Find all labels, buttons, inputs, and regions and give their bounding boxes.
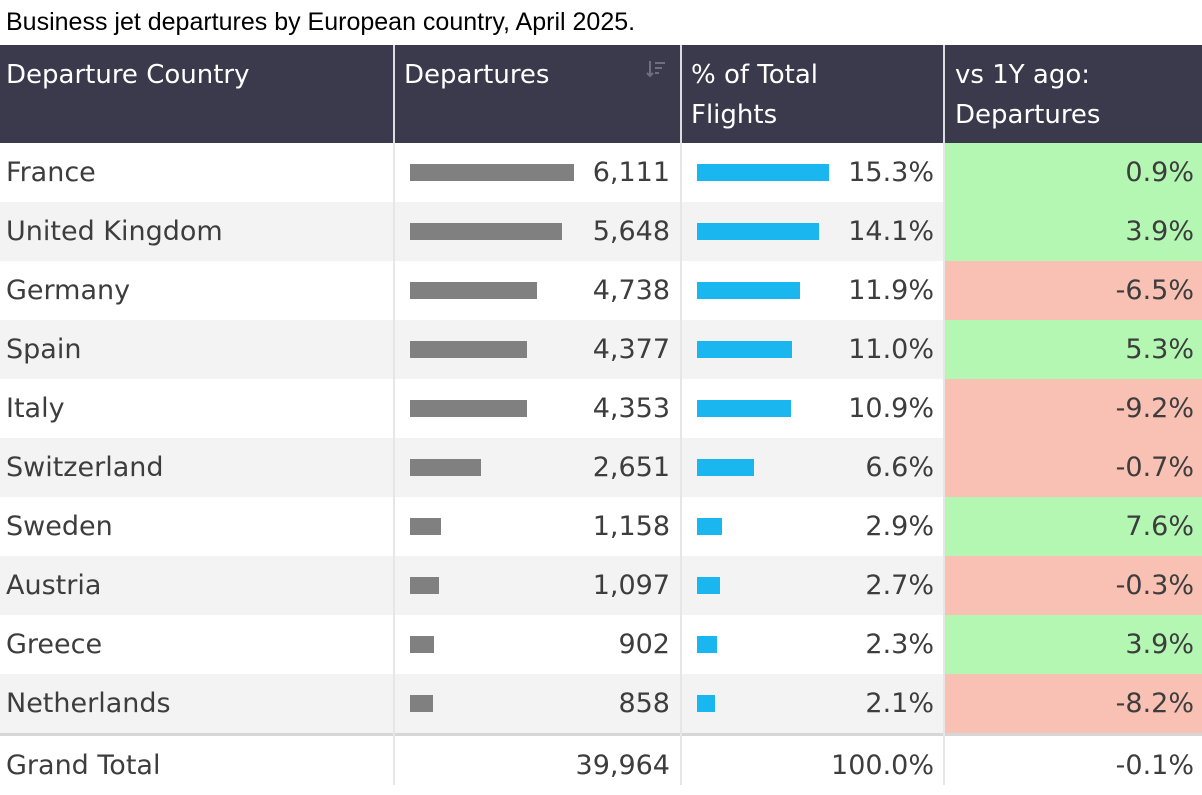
departures-bar [410, 459, 482, 476]
table-row: Italy 4,353 10.9% -9.2% [0, 379, 1202, 438]
table-row: Spain 4,377 11.0% 5.3% [0, 320, 1202, 379]
chart-title: Business jet departures by European coun… [6, 8, 636, 36]
country-name: Germany [6, 275, 131, 306]
grand-total-departures: 39,964 [575, 750, 670, 781]
share-value: 15.3% [848, 157, 934, 188]
share-bar [697, 636, 717, 653]
country-name: Austria [6, 570, 102, 601]
header-divider [680, 45, 682, 143]
header-departures[interactable]: Departures [404, 45, 674, 143]
share-value: 14.1% [848, 216, 934, 247]
departures-bar [410, 164, 574, 181]
departures-bar [410, 223, 562, 240]
total-divider [0, 733, 1202, 736]
share-bar [697, 341, 792, 358]
column-divider [680, 143, 682, 785]
share-value: 2.7% [865, 570, 934, 601]
country-name: Sweden [6, 511, 113, 542]
departures-value: 2,651 [592, 452, 670, 483]
share-value: 6.6% [865, 452, 934, 483]
grand-total-yoy: -0.1% [1115, 750, 1194, 781]
share-bar [697, 518, 723, 535]
departures-value: 4,353 [592, 393, 670, 424]
country-name: Italy [6, 393, 65, 424]
column-divider [943, 143, 945, 785]
share-bar [697, 282, 800, 299]
departures-value: 858 [618, 688, 670, 719]
departures-value: 1,097 [592, 570, 670, 601]
header-departure-country-label: Departure Country [6, 60, 250, 90]
table-row: Netherlands 858 2.1% -8.2% [0, 674, 1202, 733]
country-name: Switzerland [6, 452, 164, 483]
share-value: 2.3% [865, 629, 934, 660]
share-bar [697, 459, 754, 476]
yoy-change-value: 3.9% [945, 202, 1202, 261]
departures-table: Departure Country Departures % of Total … [0, 45, 1202, 795]
country-name: United Kingdom [6, 216, 223, 247]
departures-bar [410, 400, 527, 417]
share-bar [697, 400, 792, 417]
share-bar [697, 223, 819, 240]
departures-value: 6,111 [592, 157, 670, 188]
table-row: Germany 4,738 11.9% -6.5% [0, 261, 1202, 320]
share-value: 10.9% [848, 393, 934, 424]
header-yoy[interactable]: vs 1Y ago: Departures [955, 45, 1200, 143]
header-yoy-label: vs 1Y ago: Departures [955, 60, 1101, 130]
table-row: United Kingdom 5,648 14.1% 3.9% [0, 202, 1202, 261]
yoy-change-value: -0.7% [945, 438, 1202, 497]
table-row: Switzerland 2,651 6.6% -0.7% [0, 438, 1202, 497]
country-name: France [6, 157, 96, 188]
country-name: Netherlands [6, 688, 171, 719]
yoy-change-value: -0.3% [945, 556, 1202, 615]
departures-bar [410, 282, 538, 299]
table-row: Austria 1,097 2.7% -0.3% [0, 556, 1202, 615]
departures-bar [410, 636, 435, 653]
country-name: Greece [6, 629, 103, 660]
header-share-label: % of Total Flights [691, 60, 819, 130]
table-row: Greece 902 2.3% 3.9% [0, 615, 1202, 674]
departures-value: 902 [618, 629, 670, 660]
share-bar [697, 164, 829, 181]
share-value: 2.1% [865, 688, 934, 719]
departures-bar [410, 518, 442, 535]
sort-icon[interactable] [644, 57, 668, 81]
departures-value: 4,738 [592, 275, 670, 306]
departures-bar [410, 577, 440, 594]
country-name: Spain [6, 334, 82, 365]
grand-total-share: 100.0% [831, 750, 934, 781]
departures-value: 1,158 [592, 511, 670, 542]
share-value: 11.0% [848, 334, 934, 365]
departures-bar [410, 341, 528, 358]
share-value: 2.9% [865, 511, 934, 542]
header-share[interactable]: % of Total Flights [691, 45, 941, 143]
header-departure-country[interactable]: Departure Country [6, 45, 386, 143]
table-row: France 6,111 15.3% 0.9% [0, 143, 1202, 202]
table-header: Departure Country Departures % of Total … [0, 45, 1202, 143]
share-bar [697, 577, 721, 594]
yoy-change-value: -6.5% [945, 261, 1202, 320]
header-divider [393, 45, 395, 143]
header-divider [943, 45, 945, 143]
yoy-change-value: 0.9% [945, 143, 1202, 202]
departures-bar [410, 695, 434, 712]
departures-value: 5,648 [592, 216, 670, 247]
column-divider [393, 143, 395, 785]
yoy-change-value: 5.3% [945, 320, 1202, 379]
table-row: Sweden 1,158 2.9% 7.6% [0, 497, 1202, 556]
yoy-change-value: -9.2% [945, 379, 1202, 438]
yoy-change-value: -8.2% [945, 674, 1202, 733]
share-bar [697, 695, 716, 712]
yoy-change-value: 3.9% [945, 615, 1202, 674]
grand-total-row: Grand Total 39,964 100.0% -0.1% [0, 736, 1202, 795]
header-departures-label: Departures [404, 60, 550, 90]
grand-total-label: Grand Total [6, 750, 161, 781]
yoy-change-value: 7.6% [945, 497, 1202, 556]
share-value: 11.9% [848, 275, 934, 306]
departures-value: 4,377 [592, 334, 670, 365]
